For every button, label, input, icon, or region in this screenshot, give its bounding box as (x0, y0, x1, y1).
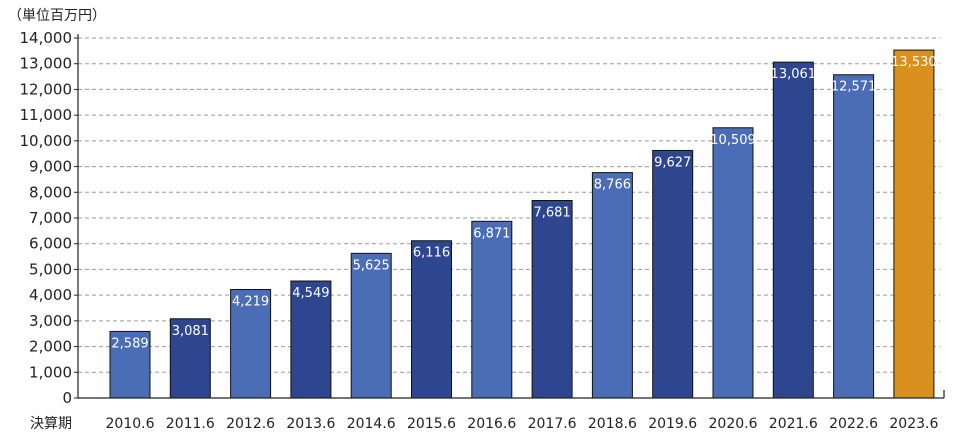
value-label: 8,766 (594, 178, 631, 193)
value-label: 12,571 (831, 80, 877, 95)
x-tick-label: 2017.6 (528, 416, 577, 432)
axes (74, 34, 945, 399)
x-tick-label: 2022.6 (829, 416, 878, 432)
x-axis-tick-labels: 2010.6 2011.6 2012.6 2013.6 2014.6 2015.6 2016… (106, 416, 939, 432)
y-tick-label: 6,000 (29, 235, 72, 253)
value-label: 5,625 (353, 258, 390, 273)
value-label: 4,219 (232, 295, 269, 310)
bar-2017.6 (531, 199, 573, 399)
value-label: 13,061 (771, 67, 817, 82)
x-axis-title: 決算期 (30, 416, 72, 432)
y-tick-label: 2,000 (29, 338, 72, 356)
bar-2019.6 (652, 149, 694, 399)
grid-lines (78, 37, 940, 373)
value-label: 9,627 (654, 155, 691, 170)
y-tick-label: 12,000 (20, 80, 73, 98)
value-label: 4,549 (292, 286, 329, 301)
bar-2015.6 (411, 240, 452, 399)
bars (109, 49, 935, 399)
value-label: 2,589 (111, 336, 148, 351)
bar-2021.6 (772, 61, 814, 399)
bar-2016.6 (471, 220, 513, 399)
y-tick-label: 0 (62, 389, 72, 407)
bar-2014.6 (350, 252, 392, 399)
unit-label: （単位百万円） (8, 8, 106, 24)
x-tick-label: 2011.6 (166, 416, 215, 432)
x-tick-label: 2013.6 (286, 416, 335, 432)
bar-2011.6 (169, 318, 211, 399)
y-tick-label: 9,000 (29, 158, 72, 176)
y-tick-label: 5,000 (29, 260, 72, 278)
x-tick-label: 2018.6 (588, 416, 637, 432)
y-tick-label: 8,000 (29, 183, 72, 201)
value-label: 3,081 (172, 324, 209, 339)
bar-2022.6 (833, 74, 875, 399)
bar-2020.6 (712, 127, 754, 399)
value-label: 10,509 (710, 133, 756, 148)
value-label: 6,871 (473, 226, 510, 241)
x-tick-label: 2021.6 (769, 416, 818, 432)
y-tick-label: 1,000 (29, 363, 72, 381)
value-label: 13,530 (891, 55, 937, 70)
y-axis-tick-labels: 0 1,000 2,000 3,000 4,000 5,000 6,000 7,000 8,00… (20, 29, 73, 407)
y-tick-label: 14,000 (20, 29, 73, 47)
x-tick-label: 2010.6 (106, 416, 155, 432)
x-tick-label: 2012.6 (226, 416, 275, 432)
value-labels: 2,589 3,081 4,219 4,549 5,625 6,116 6,871 7,681… (111, 55, 936, 351)
x-tick-label: 2014.6 (347, 416, 396, 432)
y-tick-label: 11,000 (20, 106, 73, 124)
x-tick-label: 2023.6 (889, 416, 938, 432)
bar-2010.6 (109, 330, 151, 399)
x-tick-label: 2020.6 (709, 416, 758, 432)
bar-2023.6 (893, 49, 935, 399)
value-label: 7,681 (533, 205, 570, 220)
y-tick-label: 4,000 (29, 286, 72, 304)
y-tick-label: 7,000 (29, 209, 72, 227)
y-tick-label: 3,000 (29, 312, 72, 330)
bar-2018.6 (591, 172, 633, 399)
y-tick-label: 10,000 (20, 132, 73, 150)
y-tick-label: 13,000 (20, 55, 73, 73)
x-tick-label: 2016.6 (467, 416, 516, 432)
x-tick-label: 2019.6 (648, 416, 697, 432)
value-label: 6,116 (413, 246, 450, 261)
x-tick-label: 2015.6 (407, 416, 456, 432)
